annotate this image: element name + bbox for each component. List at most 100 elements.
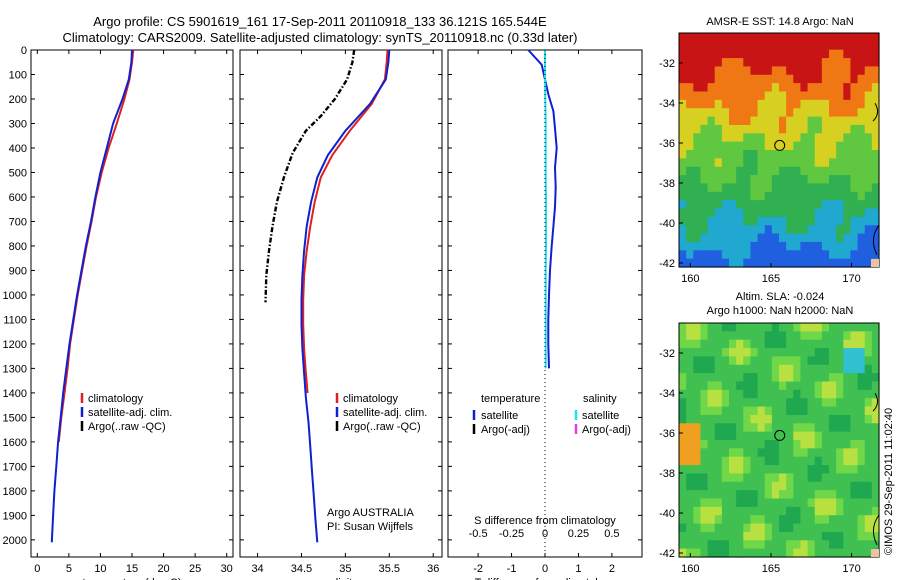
map-cell: [814, 381, 823, 391]
map-cell: [779, 191, 787, 201]
map-cell: [686, 208, 694, 218]
argo-annotation: Argo AUSTRALIA: [327, 507, 414, 519]
map-cell: [786, 465, 794, 475]
map-cell: [721, 381, 730, 391]
map-cell: [750, 250, 759, 260]
map-cell: [814, 448, 823, 458]
map-cell: [686, 233, 694, 243]
map-cell: [821, 389, 830, 399]
map-cell: [764, 331, 773, 341]
map-cell: [721, 133, 730, 143]
map-cell: [864, 241, 873, 251]
map-cell: [764, 398, 773, 408]
x-tick-label-difference: 1: [575, 563, 581, 575]
map-cell: [764, 490, 773, 500]
map-cell: [757, 440, 766, 449]
map-cell: [736, 389, 744, 399]
map-cell: [729, 515, 737, 525]
map-cell: [814, 74, 823, 84]
map-cell: [807, 200, 816, 210]
map-cell: [807, 373, 816, 383]
map-cell: [736, 241, 744, 251]
map-cell: [771, 498, 780, 508]
map-cell: [743, 250, 752, 260]
map-cell: [736, 431, 744, 441]
map-cell: [700, 191, 709, 201]
map-cell: [729, 41, 737, 51]
map-cell: [700, 515, 709, 525]
map-cell: [786, 108, 794, 118]
map-cell: [707, 175, 716, 185]
map-cell: [807, 448, 816, 458]
map-cell: [786, 373, 794, 383]
map-cell: [836, 531, 844, 541]
map-cell: [864, 166, 873, 176]
map-cell: [836, 158, 844, 168]
map-cell: [850, 331, 859, 341]
map-cell: [736, 74, 744, 84]
map-cell: [750, 473, 759, 483]
map-cell: [807, 515, 816, 525]
y-tick-label: 0: [21, 45, 27, 57]
map-cell: [721, 191, 730, 201]
map-cell: [707, 423, 716, 433]
map-cell: [743, 364, 752, 374]
sst-map: [679, 33, 880, 268]
series-line-salinity-argo-raw-qc-: [264, 49, 356, 303]
map-cell: [857, 364, 866, 374]
map-cell: [843, 124, 852, 134]
map-cell: [707, 490, 716, 500]
map-cell: [864, 124, 873, 134]
sla-map-title-line-1: Altim. SLA: -0.024: [735, 291, 825, 303]
map-cell: [693, 241, 702, 251]
map-cell: [857, 440, 866, 449]
map-cell: [686, 440, 694, 449]
map-cell: [686, 41, 694, 51]
map-cell: [764, 183, 773, 193]
map-cell: [829, 200, 837, 210]
map-cell: [736, 423, 744, 433]
map-y-tick-label: -36: [659, 428, 675, 440]
map-cell: [829, 490, 837, 500]
map-cell: [771, 398, 780, 408]
map-cell: [786, 91, 794, 101]
map-cell: [721, 540, 730, 550]
map-cell: [721, 339, 730, 349]
map-cell: [714, 548, 723, 558]
map-cell: [779, 141, 787, 151]
map-cell: [779, 348, 787, 358]
map-cell: [693, 331, 702, 341]
map-cell: [771, 523, 780, 533]
map-cell: [779, 506, 787, 516]
map-cell: [757, 406, 766, 416]
map-cell: [829, 49, 837, 59]
map-cell: [786, 74, 794, 84]
map-cell: [686, 166, 694, 176]
map-cell: [750, 108, 759, 118]
map-cell: [686, 465, 694, 475]
map-cell: [750, 58, 759, 68]
map-cell: [786, 166, 794, 176]
map-cell: [871, 158, 880, 168]
map-cell: [871, 116, 880, 126]
map-cell: [757, 166, 766, 176]
map-cell: [843, 440, 852, 449]
map-cell: [800, 381, 809, 391]
map-cell: [857, 448, 866, 458]
map-cell: [793, 331, 802, 341]
map-cell: [686, 150, 694, 159]
map-cell: [857, 431, 866, 441]
map-cell: [764, 108, 773, 118]
map-cell: [764, 456, 773, 466]
map-cell: [736, 531, 744, 541]
map-cell: [850, 540, 859, 550]
map-cell: [779, 83, 787, 93]
map-cell: [700, 200, 709, 210]
map-cell: [700, 406, 709, 416]
map-cell: [679, 531, 687, 541]
map-cell: [871, 49, 880, 59]
map-cell: [864, 414, 873, 424]
map-cell: [850, 531, 859, 541]
map-cell: [836, 473, 844, 483]
map-cell: [707, 83, 716, 93]
